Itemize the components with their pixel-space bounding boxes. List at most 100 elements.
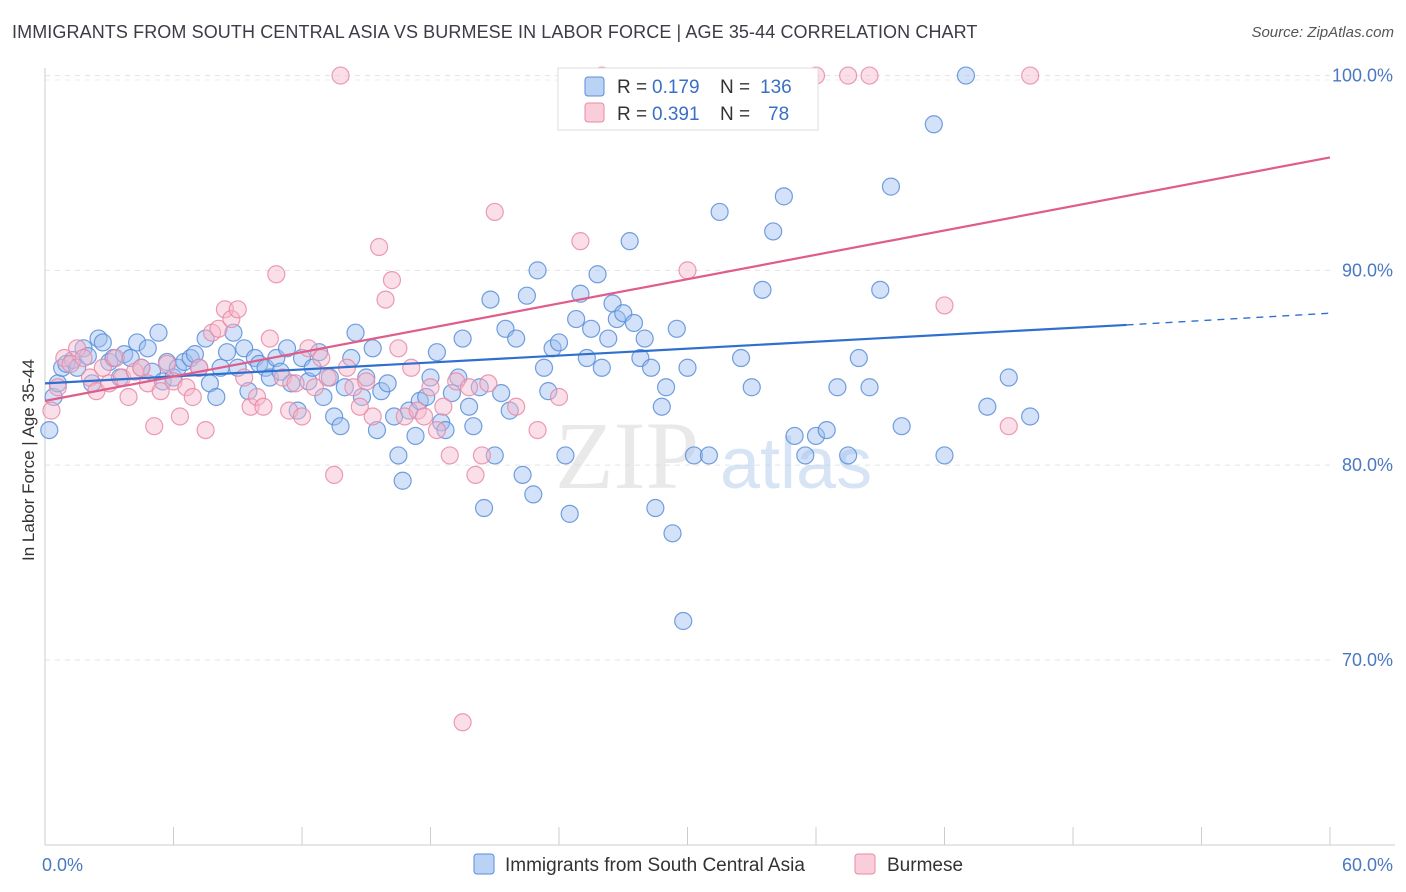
data-point xyxy=(956,66,976,85)
data-point xyxy=(183,387,202,407)
data-point xyxy=(588,265,607,284)
data-point xyxy=(860,66,879,85)
data-point xyxy=(74,348,93,368)
data-point xyxy=(806,426,826,446)
data-point xyxy=(978,397,997,416)
data-point xyxy=(539,382,558,401)
data-point xyxy=(624,313,644,333)
tick-labels: 100.0% 90.0% 80.0% 70.0% 0.0% 60.0% xyxy=(42,66,1393,875)
data-point xyxy=(492,383,511,403)
data-point xyxy=(710,202,729,222)
data-point xyxy=(678,261,697,280)
data-point xyxy=(466,465,485,485)
data-point xyxy=(592,358,611,377)
data-point xyxy=(185,345,205,364)
data-point xyxy=(132,358,151,377)
data-point xyxy=(370,237,389,257)
data-point xyxy=(571,232,590,251)
trendlines xyxy=(44,156,1331,402)
y-tick-label: 80.0% xyxy=(1342,455,1393,475)
data-point xyxy=(145,417,164,436)
data-point xyxy=(667,319,686,338)
watermark-zip: ZIP xyxy=(555,402,699,509)
data-point xyxy=(363,339,382,358)
data-point xyxy=(635,329,654,348)
trendline-pink xyxy=(44,156,1331,402)
data-point xyxy=(254,397,273,416)
data-point xyxy=(260,329,279,348)
data-point xyxy=(389,339,408,358)
data-point xyxy=(560,504,579,523)
data-point xyxy=(528,420,547,440)
data-point xyxy=(620,232,639,251)
data-point xyxy=(753,280,772,299)
data-point xyxy=(684,446,704,465)
data-point xyxy=(485,202,504,222)
data-point xyxy=(1021,407,1040,426)
x-tick-label: 60.0% xyxy=(1342,855,1393,875)
data-point xyxy=(357,372,376,391)
data-point xyxy=(138,339,157,358)
bottom-legend-swatch-pink xyxy=(854,853,876,875)
data-point xyxy=(292,407,312,426)
series-burmese xyxy=(42,66,1040,732)
data-point xyxy=(427,420,447,440)
chart-title: IMMIGRANTS FROM SOUTH CENTRAL ASIA VS BU… xyxy=(12,22,978,42)
data-point xyxy=(641,358,661,377)
data-point xyxy=(453,713,472,732)
data-point xyxy=(106,348,125,368)
bottom-legend: Immigrants from South Central Asia Burme… xyxy=(473,853,963,876)
data-point xyxy=(577,348,596,368)
legend-r-value-pink: 0.391 xyxy=(652,104,700,125)
data-point xyxy=(849,348,868,368)
data-point xyxy=(331,66,350,85)
data-point xyxy=(406,426,425,446)
data-point xyxy=(389,446,408,465)
data-point xyxy=(215,300,234,319)
data-point xyxy=(785,426,804,446)
data-point xyxy=(149,323,168,342)
data-point xyxy=(325,465,344,485)
data-point xyxy=(935,446,954,465)
data-point xyxy=(699,446,719,465)
bottom-legend-swatch-blue xyxy=(473,853,495,875)
data-point xyxy=(663,524,682,543)
data-point xyxy=(464,417,483,436)
data-point xyxy=(325,407,344,426)
data-point xyxy=(363,407,382,426)
data-point xyxy=(507,329,526,348)
data-point xyxy=(434,397,453,416)
data-point xyxy=(528,261,547,280)
y-tick-label: 70.0% xyxy=(1342,650,1393,670)
data-point xyxy=(470,378,489,397)
data-point xyxy=(207,387,226,407)
legend-n-value-blue: 136 xyxy=(760,77,792,98)
legend-swatch-pink xyxy=(584,102,605,123)
axes xyxy=(44,68,1395,846)
data-point xyxy=(549,387,569,407)
data-point xyxy=(507,397,526,416)
data-point xyxy=(534,358,554,377)
data-point xyxy=(402,358,421,377)
data-point xyxy=(151,382,170,401)
data-point xyxy=(346,323,365,342)
bottom-legend-label-pink: Burmese xyxy=(887,855,963,876)
legend-r-label-blue: R = xyxy=(617,77,647,98)
series-immigrants-south-central-asia xyxy=(40,66,1040,631)
data-point xyxy=(871,280,890,299)
data-point xyxy=(357,368,376,387)
data-point xyxy=(241,397,260,416)
data-point xyxy=(440,446,459,465)
data-point xyxy=(474,498,494,518)
data-point xyxy=(860,378,879,397)
data-point xyxy=(277,339,297,358)
data-point xyxy=(652,397,671,416)
data-point xyxy=(731,348,751,368)
data-point xyxy=(318,368,337,387)
data-point xyxy=(442,383,462,403)
x-tick-label: 0.0% xyxy=(42,855,83,875)
legend-n-label-blue: N = xyxy=(720,77,750,98)
data-point xyxy=(549,333,569,352)
data-point xyxy=(209,319,228,338)
data-point xyxy=(678,358,697,377)
